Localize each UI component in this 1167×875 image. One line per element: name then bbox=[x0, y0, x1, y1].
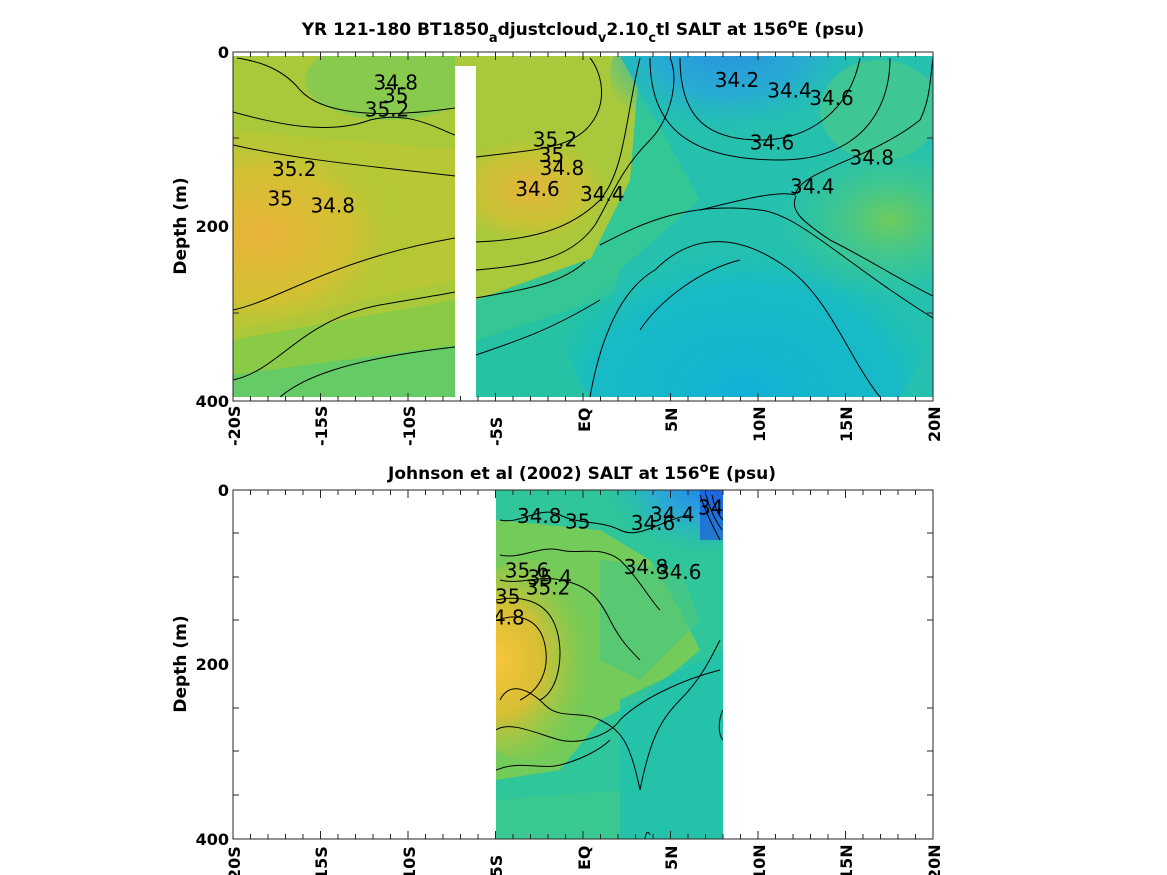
bottom-y-axis-label: Depth (m) bbox=[171, 615, 191, 712]
top-x-minor-ticks bbox=[232, 52, 934, 401]
bottom-x-tick-label: 5N bbox=[662, 845, 681, 870]
contour-label: 34.6 bbox=[657, 560, 702, 584]
top-x-tick-label: EQ bbox=[575, 407, 594, 432]
bottom-x-tick-label: 15N bbox=[837, 844, 856, 875]
top-x-tick-label: 5N bbox=[662, 407, 681, 432]
bottom-title: Johnson et al (2002) SALT at 156oE (psu) bbox=[387, 461, 776, 484]
contour-label: 34.6 bbox=[515, 177, 560, 201]
bottom-x-tick-label: 10N bbox=[750, 844, 769, 875]
contour-label: 34.8 bbox=[540, 156, 585, 180]
bottom-panel: Johnson et al (2002) SALT at 156oE (psu) bbox=[171, 461, 944, 875]
bottom-y-tick-label: 200 bbox=[196, 655, 229, 674]
contour-label: 35 bbox=[268, 187, 293, 211]
top-y-tick-label: 400 bbox=[196, 392, 229, 411]
bottom-heatmap: 34.8 35 34.434.63435.635.435.23534.834.634… bbox=[480, 490, 723, 839]
contour-label: 34.8 bbox=[517, 504, 562, 528]
contour-label: 35.6 bbox=[505, 558, 550, 582]
top-x-ticks: -20S -15S -10S -5S EQ 5N 10N 15N 20N bbox=[225, 406, 944, 446]
bottom-x-tick-label: 20S bbox=[225, 846, 244, 875]
bottom-x-ticks: 20S 15S 10S -5S EQ 5N 10N 15N 20N bbox=[225, 844, 944, 875]
contour-label: 34.8 bbox=[624, 555, 669, 579]
contour-label: 35.2 bbox=[533, 127, 578, 151]
bottom-y-tick-label: 0 bbox=[218, 481, 229, 500]
top-y-ticks: 0 200 400 bbox=[196, 43, 933, 411]
top-panel: YR 121-180 BT1850adjustcloudv2.10ctl SAL… bbox=[171, 17, 944, 446]
contour-label: 35 bbox=[495, 584, 520, 608]
contour-label: 34.6 bbox=[631, 511, 676, 535]
top-title: YR 121-180 BT1850adjustcloudv2.10ctl SAL… bbox=[301, 17, 865, 46]
top-y-tick-label: 200 bbox=[196, 217, 229, 236]
top-x-tick-label: 20N bbox=[925, 406, 944, 442]
bottom-x-minor-ticks bbox=[232, 490, 934, 839]
bottom-x-tick-label: 20N bbox=[925, 844, 944, 875]
bottom-x-tick-label: 10S bbox=[400, 846, 419, 875]
top-x-tick-label: 10N bbox=[750, 406, 769, 442]
contour-label: 35.2 bbox=[526, 576, 571, 600]
contour-label: 34.8 bbox=[373, 71, 418, 95]
contour-label: 35 bbox=[383, 84, 408, 108]
contour-label: 35 bbox=[539, 143, 564, 167]
top-x-tick-label: -5S bbox=[487, 417, 506, 446]
contour-label: 34.8 bbox=[849, 146, 894, 170]
contour-label: 34.8 bbox=[310, 194, 355, 218]
contour-label: 34.4 bbox=[650, 502, 695, 526]
bottom-y-tick-label: 400 bbox=[196, 830, 229, 849]
contour-label: 35.2 bbox=[272, 157, 317, 181]
contour-label: 34.4 bbox=[767, 78, 812, 102]
contour-label: 34.8 bbox=[480, 605, 525, 629]
top-x-tick-label: 15N bbox=[837, 406, 856, 442]
bottom-x-tick-label: EQ bbox=[575, 845, 594, 870]
top-x-tick-label: -20S bbox=[225, 406, 244, 446]
contour-label: 35 bbox=[565, 509, 590, 533]
contour-label: 34.2 bbox=[715, 68, 760, 92]
top-x-tick-label: -15S bbox=[312, 406, 331, 446]
contour-label: 35.2 bbox=[365, 98, 410, 122]
top-y-axis-label: Depth (m) bbox=[171, 177, 191, 274]
contour-label: 34.4 bbox=[580, 182, 625, 206]
contour-label: 34.6 bbox=[809, 86, 854, 110]
bottom-x-tick-label: 15S bbox=[312, 846, 331, 875]
top-y-tick-label: 0 bbox=[218, 43, 229, 62]
bottom-y-ticks: 0 200 400 bbox=[196, 481, 933, 849]
contour-label: 34.4 bbox=[790, 174, 835, 198]
bottom-x-tick-label: -5S bbox=[487, 855, 506, 875]
top-x-tick-label: -10S bbox=[400, 406, 419, 446]
contour-label: 34 bbox=[698, 495, 723, 519]
contour-label: 34.6 bbox=[750, 131, 795, 155]
contour-label: 35.4 bbox=[527, 565, 572, 589]
